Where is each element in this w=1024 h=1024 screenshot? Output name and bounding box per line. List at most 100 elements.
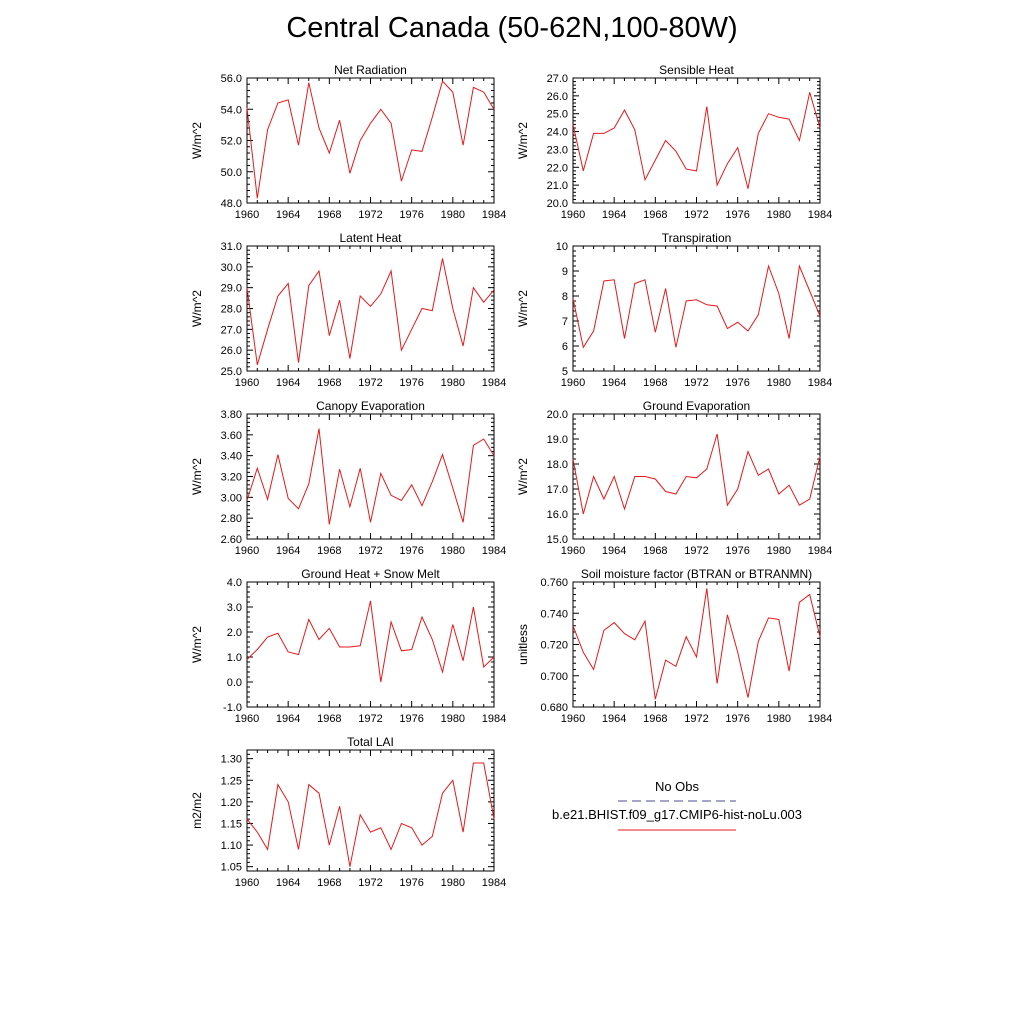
x-tick-label: 1984 — [482, 377, 506, 389]
series-line — [572, 264, 821, 349]
x-tick-label: 1976 — [399, 209, 423, 221]
panel-title: Ground Evaporation — [643, 399, 750, 413]
x-tick-label: 1972 — [684, 209, 708, 221]
x-tick-label: 1976 — [399, 713, 423, 725]
x-tick-label: 1980 — [767, 377, 791, 389]
y-tick-label: 0.720 — [540, 640, 568, 652]
panel-4: 1960 1964 1968 1972 1976 1980 1984 5 6 7 8 9 10 Trans… — [516, 231, 832, 389]
x-tick-label: 1968 — [643, 377, 667, 389]
x-tick-label: 1980 — [767, 209, 791, 221]
x-tick-label: 1968 — [317, 713, 341, 725]
y-tick-label: 6 — [562, 341, 568, 353]
panel-title: Sensible Heat — [659, 63, 734, 77]
y-tick-label: 1.15 — [221, 818, 242, 830]
y-tick-label: 20.0 — [547, 198, 568, 210]
x-tick-label: 1960 — [235, 209, 259, 221]
panel-6: 1960 1964 1968 1972 1976 1980 1984 15.0 16.0 17.0… — [516, 399, 832, 557]
x-tick-label: 1980 — [441, 713, 465, 725]
y-tick-label: 0.680 — [540, 702, 568, 714]
x-tick-label: 1972 — [684, 545, 708, 557]
panel-8: 1960 1964 1968 1972 1976 1980 1984 0.680 0.700 0.… — [516, 567, 832, 725]
y-tick-label: 26.0 — [221, 345, 242, 357]
y-axis-label: W/m^2 — [516, 458, 530, 495]
y-tick-label: 1.0 — [227, 652, 242, 664]
y-tick-label: 0.0 — [227, 677, 242, 689]
y-tick-label: 18.0 — [547, 459, 568, 471]
y-tick-label: 3.40 — [221, 451, 242, 463]
series-line — [572, 433, 821, 515]
x-tick-label: 1960 — [561, 545, 585, 557]
y-tick-label: 15.0 — [547, 534, 568, 546]
y-tick-label: 3.0 — [227, 602, 242, 614]
y-tick-label: 29.0 — [221, 283, 242, 295]
y-tick-label: 30.0 — [221, 262, 242, 274]
panel-5: 1960 1964 1968 1972 1976 1980 1984 2.60 2.80 3.00… — [190, 399, 506, 557]
series-line — [572, 588, 821, 700]
y-axis-label: W/m^2 — [190, 290, 204, 327]
y-axis-label: unitless — [516, 624, 530, 665]
y-tick-label: 25.0 — [221, 366, 242, 378]
y-tick-label: 3.80 — [221, 409, 242, 421]
x-tick-label: 1972 — [684, 377, 708, 389]
y-tick-label: 28.0 — [221, 304, 242, 316]
y-tick-label: 0.740 — [540, 608, 568, 620]
x-tick-label: 1964 — [276, 209, 300, 221]
x-tick-label: 1976 — [725, 209, 749, 221]
x-tick-label: 1968 — [317, 377, 341, 389]
y-tick-label: 2.0 — [227, 627, 242, 639]
panel-3: 1960 1964 1968 1972 1976 1980 1984 25.0 26.0 27.0… — [190, 231, 506, 389]
panel-2: 1960 1964 1968 1972 1976 1980 1984 20.0 21.0 22.0… — [516, 63, 832, 221]
y-tick-label: 4.0 — [227, 577, 242, 589]
series-line — [246, 428, 495, 525]
y-axis-label: W/m^2 — [516, 122, 530, 159]
panel-title: Soil moisture factor (BTRAN or BTRANMN) — [581, 567, 812, 581]
x-tick-label: 1972 — [358, 713, 382, 725]
y-tick-label: 0.760 — [540, 577, 568, 589]
series-line — [246, 762, 495, 867]
x-tick-label: 1980 — [767, 545, 791, 557]
x-tick-label: 1984 — [482, 545, 506, 557]
x-tick-label: 1960 — [235, 545, 259, 557]
series-line — [572, 92, 821, 189]
series-line — [246, 80, 495, 199]
x-tick-label: 1964 — [602, 209, 626, 221]
x-tick-label: 1980 — [441, 209, 465, 221]
y-tick-label: 3.20 — [221, 472, 242, 484]
y-tick-label: 1.05 — [221, 862, 242, 874]
x-tick-label: 1984 — [482, 713, 506, 725]
y-tick-label: 1.25 — [221, 775, 242, 787]
y-tick-label: 2.60 — [221, 534, 242, 546]
panel-title: Ground Heat + Snow Melt — [301, 567, 440, 581]
y-tick-label: 24.0 — [547, 127, 568, 139]
x-tick-label: 1980 — [767, 713, 791, 725]
y-tick-label: 5 — [562, 366, 568, 378]
x-tick-label: 1964 — [276, 713, 300, 725]
panel-9: 1960 1964 1968 1972 1976 1980 1984 1.05 1.10 1.15… — [190, 735, 506, 889]
y-axis-label: W/m^2 — [516, 290, 530, 327]
x-tick-label: 1964 — [276, 377, 300, 389]
x-tick-label: 1968 — [643, 713, 667, 725]
y-tick-label: 54.0 — [221, 104, 242, 116]
y-tick-label: -1.0 — [223, 702, 242, 714]
y-tick-label: 0.700 — [540, 671, 568, 683]
x-tick-label: 1984 — [808, 209, 832, 221]
y-tick-label: 10 — [556, 241, 568, 253]
x-tick-label: 1964 — [276, 877, 300, 889]
y-axis-label: m2/m2 — [190, 792, 204, 829]
y-tick-label: 2.80 — [221, 513, 242, 525]
x-tick-label: 1968 — [317, 545, 341, 557]
y-tick-label: 27.0 — [221, 324, 242, 336]
x-tick-label: 1960 — [561, 377, 585, 389]
x-tick-label: 1972 — [358, 377, 382, 389]
plot-frame — [246, 749, 495, 872]
panel-title: Latent Heat — [339, 231, 402, 245]
y-tick-label: 16.0 — [547, 509, 568, 521]
x-tick-label: 1960 — [235, 713, 259, 725]
x-tick-label: 1968 — [643, 209, 667, 221]
y-axis-label: W/m^2 — [190, 458, 204, 495]
panel-title: Net Radiation — [334, 63, 407, 77]
x-tick-label: 1976 — [399, 877, 423, 889]
y-tick-label: 23.0 — [547, 144, 568, 156]
x-tick-label: 1976 — [725, 377, 749, 389]
